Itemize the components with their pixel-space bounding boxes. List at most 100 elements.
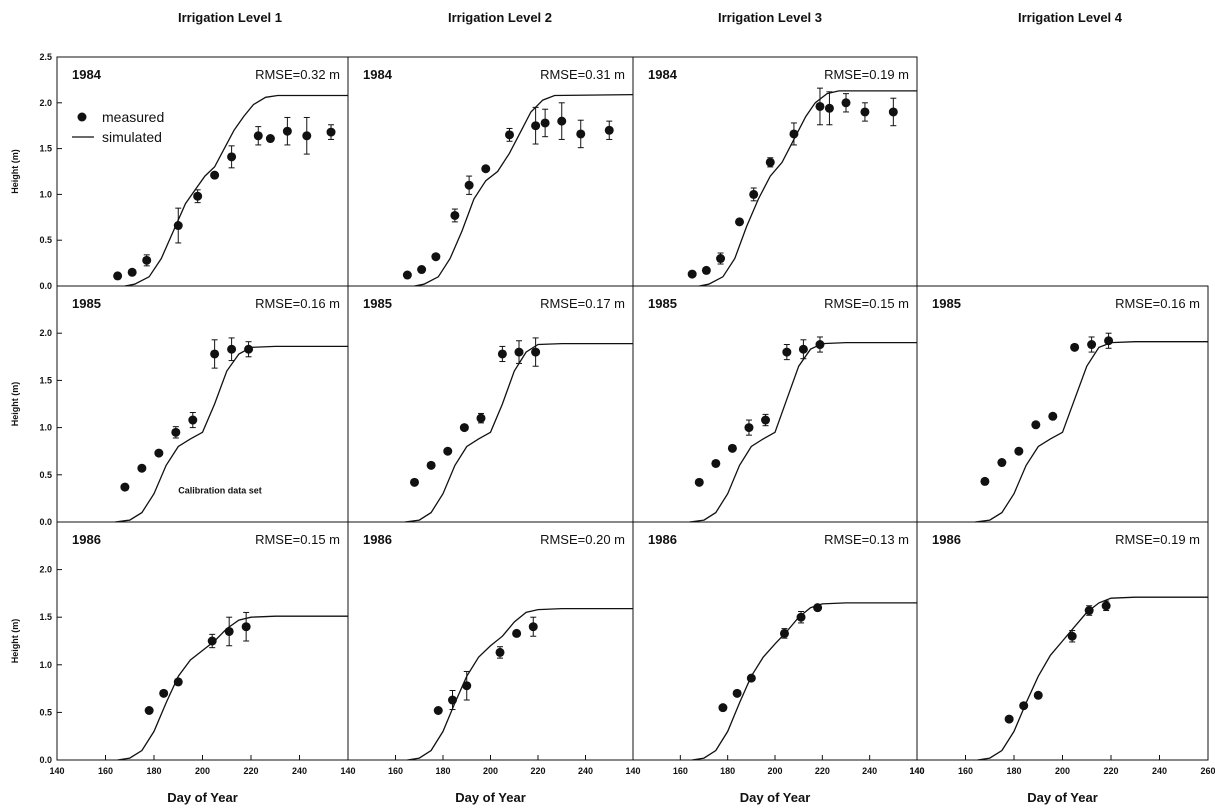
measured-point: [193, 191, 203, 201]
measured-point: [1084, 606, 1094, 616]
measured-point: [727, 443, 737, 453]
measured-point: [224, 626, 234, 636]
x-tick-label: 140: [909, 766, 924, 776]
x-tick-label: 200: [767, 766, 782, 776]
column-title: Irrigation Level 3: [718, 10, 822, 25]
panel-frame: [56, 56, 349, 287]
measured-point: [459, 423, 469, 433]
panel-year: 1986: [648, 532, 677, 547]
x-tick-label: 180: [435, 766, 450, 776]
measured-point: [514, 347, 524, 357]
measured-point: [302, 131, 312, 141]
measured-point: [173, 677, 183, 687]
measured-point: [265, 134, 275, 144]
measured-point: [144, 705, 154, 715]
measured-point: [765, 157, 775, 167]
y-tick-label: 1.5: [39, 144, 52, 154]
measured-point: [120, 482, 130, 492]
y-tick-label: 0.0: [39, 755, 52, 765]
measured-point: [540, 118, 550, 128]
measured-point: [326, 127, 336, 137]
measured-point: [782, 347, 792, 357]
measured-point: [443, 446, 453, 456]
measured-point: [505, 130, 514, 140]
y-tick-label: 1.5: [39, 375, 52, 385]
measured-point: [732, 688, 742, 698]
measured-point: [512, 628, 522, 638]
panel-year: 1986: [363, 532, 392, 547]
measured-point: [604, 125, 614, 135]
measured-point: [410, 477, 419, 487]
measured-point: [171, 427, 181, 437]
measured-point: [210, 349, 220, 359]
panel-frame: [56, 521, 349, 761]
measured-point: [1004, 714, 1014, 724]
x-tick-label: 220: [243, 766, 258, 776]
panel-frame: [347, 285, 634, 523]
measured-point: [1101, 601, 1111, 611]
measured-point: [1048, 411, 1058, 421]
calibration-note: Calibration data set: [178, 486, 262, 496]
panel-year: 1984: [648, 67, 678, 82]
x-tick-label: 260: [1200, 766, 1215, 776]
x-tick-label: 200: [1055, 766, 1070, 776]
column-title: Irrigation Level 4: [1018, 10, 1123, 25]
measured-point: [1019, 701, 1029, 711]
measured-point: [227, 344, 237, 354]
measured-point: [716, 254, 726, 264]
simulated-line: [124, 94, 348, 287]
x-tick-label: 220: [1103, 766, 1118, 776]
measured-point: [528, 622, 538, 632]
y-tick-label: 1.0: [39, 423, 52, 433]
x-tick-label: 240: [292, 766, 307, 776]
measured-point: [815, 101, 825, 111]
measured-point: [1067, 631, 1077, 641]
measured-point: [888, 107, 898, 117]
y-tick-label: 0.0: [39, 517, 52, 527]
y-tick-label: 0.5: [39, 235, 52, 245]
measured-point: [495, 647, 505, 657]
measured-point: [824, 103, 834, 113]
panel-frame: [916, 285, 1209, 523]
x-tick-label: 220: [530, 766, 545, 776]
x-tick-label: 240: [578, 766, 593, 776]
measured-point: [207, 636, 217, 646]
panel-year: 1985: [932, 296, 961, 311]
panel-frame: [347, 521, 634, 761]
x-tick-label: 240: [1152, 766, 1167, 776]
x-tick-label: 160: [958, 766, 973, 776]
simulated-line: [689, 341, 917, 523]
panel-rmse: RMSE=0.16 m: [1115, 296, 1200, 311]
panel-frame: [347, 56, 634, 287]
simulated-line: [414, 93, 634, 287]
x-tick-label: 140: [340, 766, 355, 776]
y-tick-label: 2.0: [39, 98, 52, 108]
measured-point: [841, 98, 851, 108]
x-tick-label: 200: [195, 766, 210, 776]
measured-point: [815, 340, 825, 350]
simulated-line: [117, 615, 348, 761]
measured-point: [746, 673, 756, 683]
panel-year: 1984: [363, 67, 393, 82]
simulated-line: [975, 341, 1208, 523]
measured-point: [402, 270, 412, 280]
measured-point: [244, 344, 254, 354]
x-axis-label: Day of Year: [1027, 790, 1098, 805]
measured-point: [735, 217, 744, 227]
y-tick-label: 1.0: [39, 660, 52, 670]
panel-year: 1984: [72, 67, 102, 82]
panel-rmse: RMSE=0.19 m: [824, 67, 909, 82]
legend-measured-marker: [77, 112, 87, 122]
measured-point: [476, 413, 486, 423]
x-tick-label: 180: [146, 766, 161, 776]
measured-point: [718, 703, 728, 713]
measured-point: [744, 423, 754, 433]
x-tick-label: 160: [98, 766, 113, 776]
y-tick-label: 0.5: [39, 470, 52, 480]
x-tick-label: 180: [720, 766, 735, 776]
simulated-line: [407, 607, 633, 761]
y-tick-label: 2.0: [39, 328, 52, 338]
y-tick-label: 2.0: [39, 565, 52, 575]
measured-point: [711, 458, 721, 468]
measured-point: [159, 688, 169, 698]
